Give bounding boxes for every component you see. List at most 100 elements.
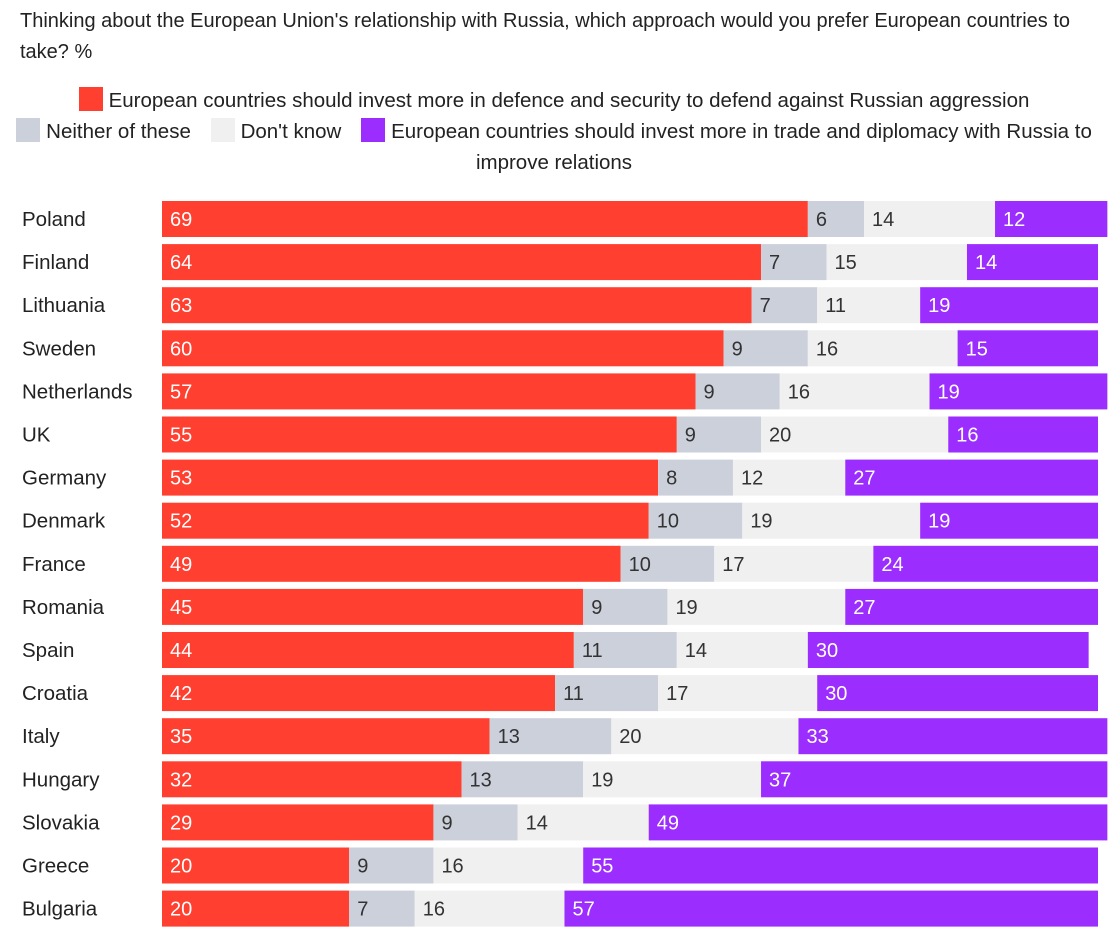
legend-label-dont-know: Don't know — [240, 120, 342, 143]
value-label-sweden-defence: 60 — [170, 338, 192, 360]
bar-croatia-dont-know — [658, 675, 818, 712]
value-label-romania-neither: 9 — [591, 597, 602, 619]
value-label-netherlands-defence: 57 — [170, 381, 192, 403]
category-label-greece: Greece — [22, 855, 89, 878]
value-label-greece-trade: 55 — [591, 856, 613, 878]
legend-swatch-trade — [361, 118, 386, 142]
value-label-germany-neither: 8 — [666, 468, 677, 490]
chart-legend: European countries should invest more in… — [14, 85, 1094, 178]
category-label-netherlands: Netherlands — [22, 380, 133, 403]
value-label-denmark-dont-know: 19 — [750, 511, 772, 533]
value-label-poland-dont-know: 14 — [872, 209, 894, 231]
bar-slovakia-dont-know — [517, 804, 649, 841]
value-label-bulgaria-dont-know: 16 — [423, 899, 445, 921]
value-label-italy-neither: 13 — [498, 726, 520, 748]
value-label-romania-dont-know: 19 — [675, 597, 697, 619]
value-label-spain-neither: 11 — [582, 640, 603, 662]
bar-netherlands-neither — [695, 373, 780, 410]
bar-romania-defence — [162, 588, 584, 625]
bar-netherlands-trade — [929, 373, 1108, 410]
value-label-uk-dont-know: 20 — [769, 425, 791, 447]
chart-title: Thinking about the European Union's rela… — [20, 10, 1070, 63]
bar-hungary-neither — [461, 761, 584, 798]
category-label-spain: Spain — [22, 639, 74, 662]
value-label-netherlands-neither: 9 — [704, 381, 715, 403]
category-label-germany: Germany — [22, 467, 107, 490]
value-label-uk-neither: 9 — [685, 425, 696, 447]
bar-uk-trade — [948, 416, 1098, 453]
bar-uk-dont-know — [761, 416, 949, 453]
bar-croatia-neither — [555, 675, 659, 712]
bar-croatia-trade — [817, 675, 1098, 712]
bar-sweden-defence — [162, 330, 724, 367]
bar-spain-neither — [573, 632, 677, 668]
bar-italy-dont-know — [611, 718, 799, 755]
bar-bulgaria-defence — [162, 890, 350, 927]
value-label-poland-neither: 6 — [816, 209, 827, 231]
legend-item-dont-know: Don't know — [210, 118, 342, 143]
bar-sweden-trade — [957, 330, 1098, 367]
bar-uk-defence — [162, 416, 677, 453]
bar-hungary-defence — [162, 761, 462, 798]
value-label-greece-defence: 20 — [170, 856, 192, 878]
legend-swatch-defence — [78, 87, 103, 111]
value-label-uk-defence: 55 — [170, 425, 192, 447]
bar-lithuania-neither — [751, 287, 818, 324]
value-label-sweden-dont-know: 16 — [816, 338, 838, 360]
bar-spain-defence — [162, 632, 574, 668]
legend-swatch-neither — [16, 118, 41, 142]
bar-germany-defence — [162, 459, 659, 496]
value-label-spain-trade: 30 — [816, 640, 838, 662]
bar-finland-trade — [966, 244, 1098, 281]
value-label-france-defence: 49 — [170, 554, 192, 576]
bar-netherlands-dont-know — [779, 373, 930, 410]
bar-denmark-neither — [648, 502, 743, 539]
value-label-netherlands-dont-know: 16 — [788, 381, 810, 403]
value-label-italy-trade: 33 — [806, 726, 828, 748]
legend-label-neither: Neither of these — [46, 120, 191, 143]
bar-greece-trade — [583, 847, 1098, 884]
value-label-uk-trade: 16 — [956, 425, 978, 447]
legend-swatch-dont-know — [210, 118, 235, 142]
bar-germany-trade — [845, 459, 1098, 496]
value-label-sweden-neither: 9 — [732, 338, 743, 360]
value-label-denmark-defence: 52 — [170, 511, 192, 533]
bar-denmark-defence — [162, 502, 649, 539]
bar-slovakia-neither — [433, 804, 518, 841]
category-label-italy: Italy — [22, 725, 60, 748]
bar-sweden-neither — [723, 330, 808, 367]
legend-label-trade: European countries should invest more in… — [391, 120, 1092, 174]
value-label-romania-defence: 45 — [170, 597, 192, 619]
value-label-lithuania-dont-know: 11 — [825, 295, 846, 317]
bar-poland-neither — [807, 201, 864, 237]
category-label-denmark: Denmark — [22, 510, 106, 533]
value-label-poland-defence: 69 — [170, 209, 192, 231]
bar-germany-neither — [658, 459, 733, 496]
value-label-lithuania-trade: 19 — [928, 295, 950, 317]
bar-hungary-dont-know — [583, 761, 762, 798]
bar-france-trade — [873, 545, 1098, 582]
value-label-slovakia-neither: 9 — [441, 812, 452, 834]
bar-bulgaria-trade — [564, 890, 1098, 927]
value-label-bulgaria-neither: 7 — [357, 899, 368, 921]
bar-spain-trade — [807, 632, 1089, 668]
legend-item-defence: European countries should invest more in… — [78, 87, 1029, 112]
value-label-bulgaria-defence: 20 — [170, 899, 192, 921]
bar-france-defence — [162, 545, 621, 582]
bar-greece-neither — [349, 847, 434, 884]
bar-denmark-dont-know — [742, 502, 921, 539]
value-label-italy-dont-know: 20 — [619, 726, 641, 748]
value-label-greece-neither: 9 — [357, 856, 368, 878]
value-label-spain-defence: 44 — [170, 640, 192, 662]
bar-denmark-trade — [920, 502, 1098, 539]
bar-romania-neither — [583, 588, 668, 625]
bar-netherlands-defence — [162, 373, 696, 410]
category-label-france: France — [22, 553, 86, 576]
value-label-slovakia-trade: 49 — [657, 812, 679, 834]
value-label-france-dont-know: 17 — [722, 554, 744, 576]
value-label-poland-trade: 12 — [1003, 209, 1025, 231]
bar-lithuania-dont-know — [817, 287, 921, 324]
category-label-finland: Finland — [22, 251, 89, 274]
value-label-germany-defence: 53 — [170, 468, 192, 490]
